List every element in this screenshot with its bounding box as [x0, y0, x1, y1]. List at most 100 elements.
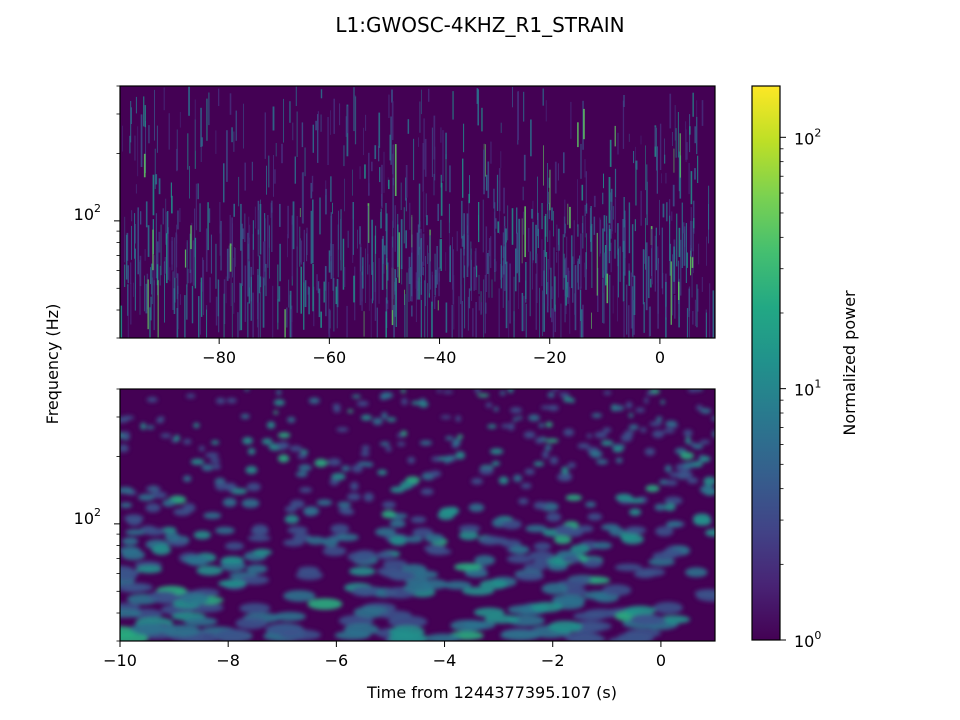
spectrogram-streak	[135, 184, 137, 194]
spectrogram-blob	[289, 445, 303, 452]
spectrogram-blob	[548, 620, 583, 633]
spectrogram-streak	[320, 89, 323, 99]
spectrogram-streak	[215, 243, 217, 289]
spectrogram-blob	[699, 484, 715, 494]
spectrogram-streak	[271, 200, 273, 213]
spectrogram-streak	[502, 260, 504, 308]
spectrogram-streak	[177, 285, 179, 329]
spectrogram-streak	[278, 286, 281, 302]
spectrogram-blob	[458, 524, 481, 533]
spectrogram-streak	[232, 223, 233, 278]
spectrogram-blob	[341, 509, 355, 515]
spectrogram-streak	[295, 86, 297, 106]
spectrogram-streak	[706, 236, 707, 266]
spectrogram-streak	[404, 294, 406, 338]
spectrogram-streak	[541, 239, 543, 287]
spectrogram-streak	[413, 138, 415, 181]
x-tick-label: 0	[656, 651, 666, 670]
spectrogram-streak	[468, 193, 470, 204]
spectrogram-blob	[648, 557, 675, 567]
spectrogram-streak	[692, 221, 694, 252]
spectrogram-streak	[478, 274, 480, 294]
spectrogram-blob	[148, 590, 178, 602]
spectrogram-streak	[284, 309, 286, 338]
spectrogram-streak	[460, 284, 463, 338]
spectrogram-streak	[368, 152, 370, 196]
spectrogram-streak	[244, 162, 246, 191]
spectrogram-blob	[245, 564, 268, 574]
spectrogram-streak	[303, 229, 305, 283]
spectrogram-streak	[279, 203, 281, 227]
spectrogram-streak	[166, 233, 168, 284]
spectrogram-blob	[628, 424, 639, 431]
spectrogram-blob	[121, 537, 139, 546]
spectrogram-streak	[622, 240, 625, 302]
spectrogram-streak	[500, 122, 502, 133]
spectrogram-blob	[303, 506, 320, 516]
spectrogram-blob	[602, 427, 612, 433]
spectrogram-streak	[440, 127, 442, 143]
spectrogram-streak	[147, 279, 149, 330]
spectrogram-blob	[381, 412, 388, 420]
spectrogram-blob	[629, 508, 642, 516]
spectrogram-blob	[692, 443, 704, 450]
spectrogram-streak	[646, 181, 648, 226]
spectrogram-streak	[609, 274, 611, 337]
spectrogram-blob	[252, 548, 272, 556]
top-x-axis: −80 −60 −40 −20 0	[202, 338, 665, 367]
spectrogram-streak	[342, 238, 345, 290]
spectrogram-blob	[645, 484, 660, 493]
spectrogram-streak	[122, 125, 123, 152]
spectrogram-blob	[685, 436, 691, 445]
spectrogram-blob	[399, 480, 413, 490]
spectrogram-blob	[563, 396, 573, 403]
colorbar-label: Normalized power	[840, 290, 859, 436]
chart-title: L1:GWOSC-4KHZ_R1_STRAIN	[335, 13, 624, 37]
spectrogram-streak	[611, 201, 613, 235]
spectrogram-streak	[591, 223, 593, 288]
spectrogram-blob	[145, 485, 161, 493]
spectrogram-blob	[347, 551, 373, 563]
spectrogram-streak	[664, 138, 665, 162]
spectrogram-streak	[401, 264, 403, 285]
spectrogram-blob	[277, 432, 291, 439]
spectrogram-streak	[677, 112, 679, 158]
spectrogram-blob	[287, 526, 308, 535]
spectrogram-streak	[679, 133, 681, 178]
spectrogram-streak	[337, 224, 339, 278]
spectrogram-streak	[332, 244, 334, 291]
spectrogram-streak	[686, 308, 689, 338]
spectrogram-blob	[381, 392, 394, 399]
spectrogram-streak	[440, 174, 442, 188]
spectrogram-streak	[249, 224, 251, 288]
spectrogram-streak	[162, 208, 164, 225]
spectrogram-streak	[250, 276, 252, 321]
spectrogram-blob	[547, 392, 555, 398]
spectrogram-streak	[525, 303, 527, 338]
spectrogram-blob	[665, 521, 682, 528]
spectrogram-streak	[125, 234, 128, 280]
spectrogram-streak	[689, 226, 692, 251]
spectrogram-streak	[656, 146, 658, 194]
spectrogram-blob	[664, 503, 676, 512]
spectrogram-blob	[524, 468, 535, 475]
spectrogram-streak	[207, 202, 209, 251]
spectrogram-blob	[696, 591, 715, 602]
spectrogram-streak	[287, 205, 289, 239]
spectrogram-streak	[712, 290, 715, 338]
spectrogram-blob	[121, 549, 146, 561]
spectrogram-blob	[531, 601, 563, 613]
spectrogram-streak	[423, 191, 425, 233]
spectrogram-blob	[379, 610, 412, 620]
spectrogram-streak	[376, 307, 378, 338]
spectrogram-streak	[675, 128, 677, 158]
spectrogram-streak	[655, 227, 657, 271]
spectrogram-streak	[633, 151, 635, 164]
spectrogram-streak	[392, 144, 395, 186]
spectrogram-streak	[685, 121, 687, 160]
bottom-y-tick-label: 102	[74, 506, 101, 528]
spectrogram-blob	[193, 422, 200, 429]
spectrogram-streak	[631, 224, 634, 277]
spectrogram-streak	[144, 275, 145, 312]
spectrogram-streak	[456, 231, 458, 252]
